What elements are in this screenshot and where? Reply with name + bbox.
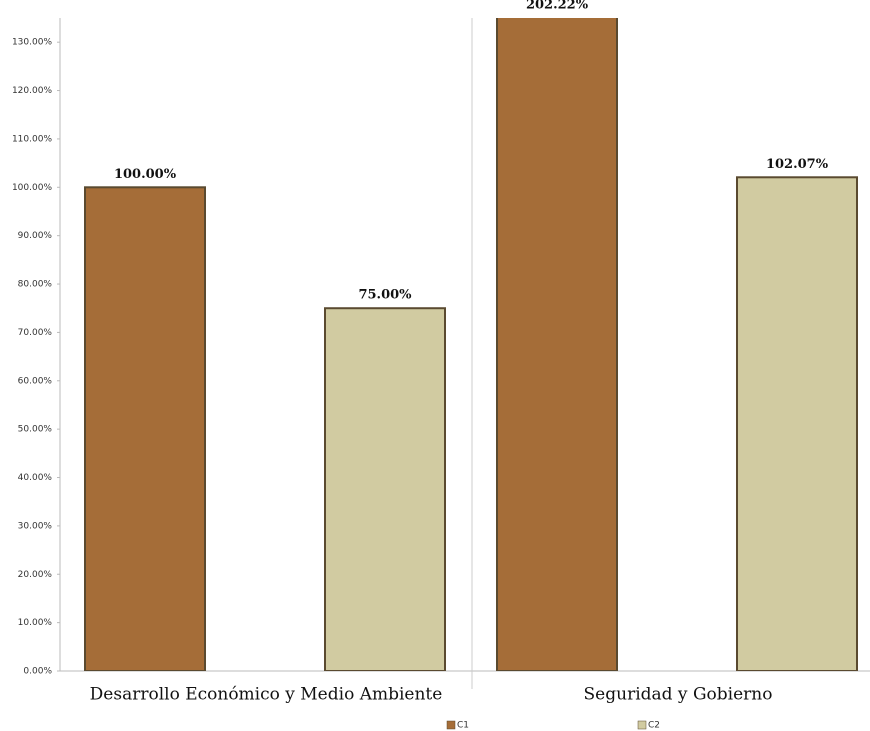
y-tick-label: 20.00% (18, 570, 53, 580)
y-tick-label: 0.00% (23, 667, 52, 677)
y-tick-label: 110.00% (12, 134, 52, 144)
bar (324, 307, 446, 671)
bar (496, 18, 618, 671)
y-tick-label: 30.00% (18, 521, 53, 531)
x-tick-label: Desarrollo Económico y Medio Ambiente (90, 685, 443, 705)
y-tick-label: 70.00% (18, 328, 53, 338)
value-label: 202.22% (526, 0, 589, 13)
y-tick-label: 40.00% (18, 473, 53, 483)
legend-label: C2 (648, 721, 660, 731)
y-tick-label: 90.00% (18, 231, 53, 241)
x-tick-label: Seguridad y Gobierno (584, 685, 773, 705)
legend-label: C1 (457, 721, 469, 731)
legend-swatch (446, 720, 456, 730)
legend-swatch (637, 720, 647, 730)
value-label: 102.07% (766, 157, 829, 172)
y-tick-label: 120.00% (12, 86, 52, 96)
bar (84, 186, 206, 671)
y-tick-label: 50.00% (18, 425, 53, 435)
y-tick-label: 10.00% (18, 618, 53, 628)
value-label: 100.00% (114, 167, 177, 182)
y-tick-label: 130.00% (12, 38, 52, 48)
y-tick-label: 80.00% (18, 280, 53, 290)
y-tick-label: 60.00% (18, 376, 53, 386)
y-tick-label: 100.00% (12, 183, 52, 193)
plot-area (84, 18, 858, 671)
value-label: 75.00% (358, 288, 412, 303)
bar (736, 176, 858, 671)
